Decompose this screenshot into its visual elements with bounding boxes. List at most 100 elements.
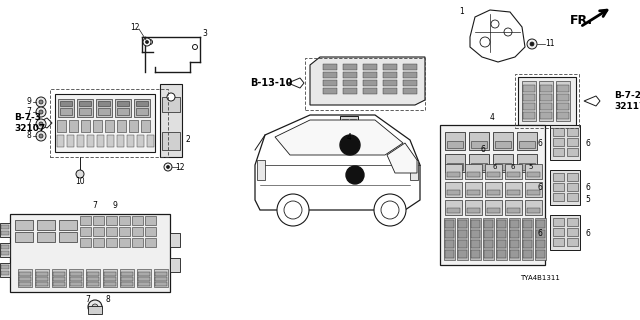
Bar (160, 84, 182, 157)
Bar (323, 88, 337, 94)
Bar (342, 119, 348, 123)
Text: 4: 4 (347, 132, 351, 141)
Bar (138, 277, 150, 281)
Bar (18, 269, 32, 287)
Bar (557, 85, 569, 92)
Polygon shape (275, 120, 403, 155)
Bar (469, 154, 489, 172)
Bar (557, 112, 569, 119)
Circle shape (166, 165, 170, 169)
Text: 6: 6 (586, 139, 591, 148)
Bar (77, 135, 84, 147)
Bar (447, 190, 460, 195)
Bar (514, 154, 518, 158)
Bar (119, 216, 130, 225)
Bar (104, 277, 116, 281)
Bar (484, 230, 493, 238)
Bar (458, 240, 467, 248)
Bar (52, 269, 66, 287)
Bar (145, 227, 156, 236)
Bar (471, 250, 480, 258)
Bar (86, 269, 100, 287)
Bar (447, 141, 463, 148)
Bar (508, 154, 512, 158)
Bar (523, 85, 535, 92)
Circle shape (39, 110, 43, 114)
Bar (505, 182, 522, 197)
Bar (70, 277, 82, 281)
Bar (137, 135, 144, 147)
Bar (509, 218, 520, 260)
Bar (129, 120, 138, 132)
Circle shape (504, 28, 512, 36)
Text: 6: 6 (493, 164, 497, 170)
Bar (36, 282, 48, 286)
Bar (147, 135, 154, 147)
Polygon shape (470, 10, 525, 62)
Bar (93, 120, 102, 132)
Bar (10, 214, 170, 292)
Bar (121, 272, 133, 276)
Circle shape (381, 201, 399, 219)
Bar (522, 218, 533, 260)
Bar (527, 190, 540, 195)
Bar (80, 238, 91, 247)
Bar (496, 218, 507, 260)
Bar (497, 220, 506, 228)
Bar (343, 64, 357, 70)
Bar (447, 163, 463, 170)
Text: 5: 5 (586, 196, 591, 204)
Bar (70, 282, 82, 286)
Bar (323, 80, 337, 86)
Text: 9: 9 (113, 202, 117, 211)
Bar (104, 272, 116, 276)
Bar (447, 172, 460, 177)
Bar (517, 132, 537, 150)
Bar (87, 272, 99, 276)
Bar (567, 173, 578, 181)
Bar (117, 120, 126, 132)
Text: 7: 7 (27, 119, 31, 129)
Text: 6: 6 (586, 228, 591, 237)
Bar (0, 243, 10, 257)
Bar (93, 238, 104, 247)
Bar (567, 238, 578, 246)
Circle shape (76, 170, 84, 178)
Text: 2: 2 (186, 135, 190, 145)
Bar (536, 250, 545, 258)
Bar (98, 108, 110, 115)
Bar (343, 88, 357, 94)
Bar (1, 271, 9, 275)
Bar (540, 94, 552, 101)
Bar (497, 230, 506, 238)
Bar (445, 230, 454, 238)
Circle shape (88, 300, 102, 314)
Polygon shape (310, 57, 425, 105)
Bar (132, 238, 143, 247)
Bar (117, 108, 129, 115)
Bar (490, 149, 494, 153)
Bar (514, 149, 518, 153)
Bar (557, 103, 569, 110)
Bar (506, 146, 520, 160)
Bar (444, 218, 455, 260)
Text: 7: 7 (27, 108, 31, 116)
Bar (523, 250, 532, 258)
Bar (495, 163, 511, 170)
Circle shape (491, 20, 499, 28)
Polygon shape (584, 96, 600, 106)
Bar (557, 94, 569, 101)
Bar (507, 190, 520, 195)
Bar (37, 220, 55, 230)
Text: 9: 9 (27, 98, 31, 107)
Bar (70, 272, 82, 276)
Bar (445, 200, 462, 215)
Bar (162, 132, 180, 150)
Bar (550, 125, 580, 160)
Bar (132, 216, 143, 225)
Bar (170, 233, 180, 247)
Text: 12: 12 (131, 22, 140, 31)
Bar (525, 164, 542, 179)
Circle shape (277, 194, 309, 226)
Bar (517, 154, 537, 172)
